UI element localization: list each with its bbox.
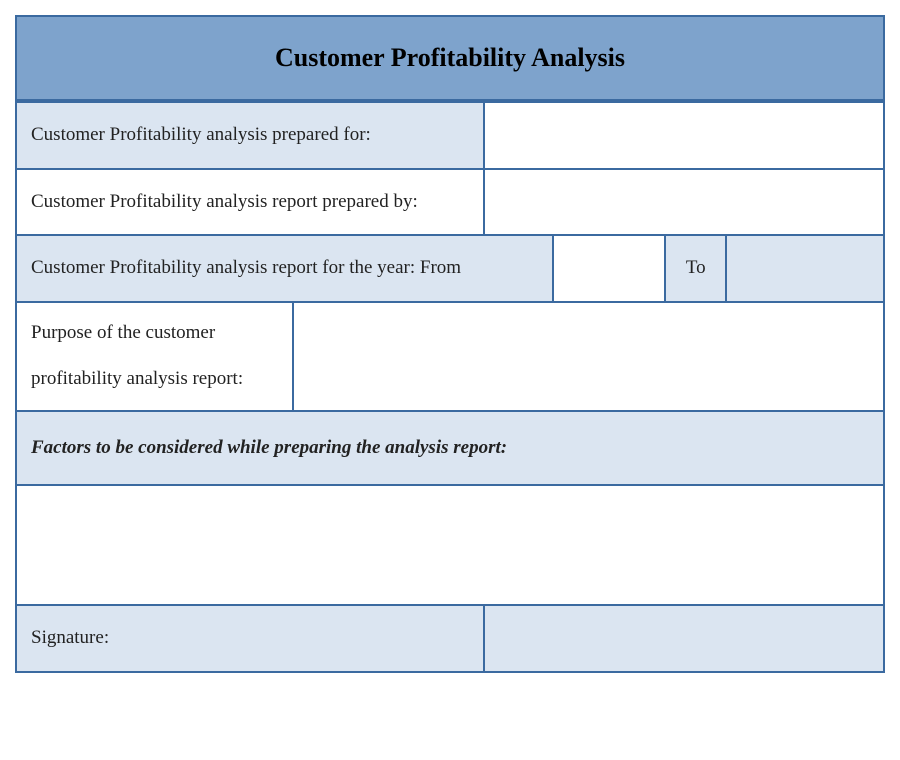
row-factors-heading: Factors to be considered while preparing…: [17, 412, 883, 487]
signature-field[interactable]: [485, 606, 883, 671]
purpose-label-line1: Purpose of the customer: [31, 319, 215, 348]
prepared-for-field[interactable]: [485, 103, 883, 168]
row-purpose: Purpose of the customer profitability an…: [17, 303, 883, 412]
purpose-field[interactable]: [294, 303, 883, 410]
year-to-field[interactable]: [727, 236, 883, 301]
year-from-field[interactable]: [554, 236, 667, 301]
purpose-label: Purpose of the customer profitability an…: [17, 303, 294, 410]
to-label: To: [666, 236, 727, 301]
factors-heading: Factors to be considered while preparing…: [17, 412, 883, 485]
row-year-range: Customer Profitability analysis report f…: [17, 236, 883, 303]
row-prepared-for: Customer Profitability analysis prepared…: [17, 103, 883, 170]
prepared-for-label: Customer Profitability analysis prepared…: [17, 103, 485, 168]
row-prepared-by: Customer Profitability analysis report p…: [17, 170, 883, 237]
year-from-label: Customer Profitability analysis report f…: [17, 236, 554, 301]
row-signature: Signature:: [17, 606, 883, 671]
factors-field[interactable]: [17, 486, 883, 606]
profitability-analysis-form: Customer Profitability Analysis Customer…: [15, 15, 885, 673]
purpose-label-line2: profitability analysis report:: [31, 365, 243, 394]
prepared-by-label: Customer Profitability analysis report p…: [17, 170, 485, 235]
prepared-by-field[interactable]: [485, 170, 883, 235]
signature-label: Signature:: [17, 606, 485, 671]
form-title: Customer Profitability Analysis: [17, 17, 883, 103]
